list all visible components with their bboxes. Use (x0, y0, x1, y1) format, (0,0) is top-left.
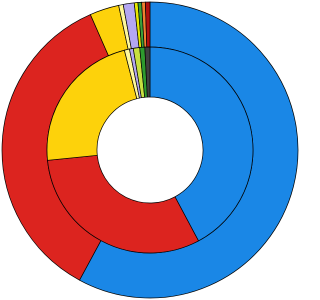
ring-segment (46, 49, 138, 161)
ring-segment (144, 46, 151, 98)
chart (1, 1, 299, 299)
ring-segment (47, 154, 199, 254)
ring-segment (149, 46, 254, 242)
page: {"chart_data": {"type": "pie", "rings": … (0, 0, 300, 300)
